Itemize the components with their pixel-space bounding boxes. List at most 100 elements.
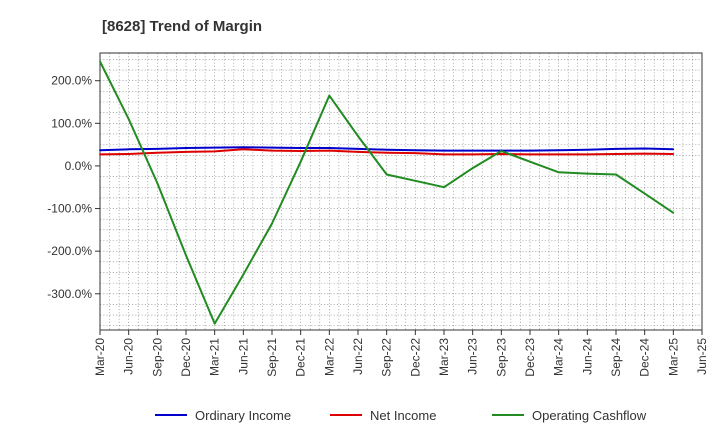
data-point-ordinary-income	[213, 146, 216, 149]
data-point-ordinary-income	[615, 148, 617, 150]
data-point-net-income	[328, 149, 331, 152]
series-lines	[99, 60, 675, 325]
data-point-ordinary-income	[185, 147, 187, 149]
data-point-operating-cashflow	[357, 135, 359, 138]
legend-label-net-income: Net Income	[370, 408, 436, 423]
x-tick-label: Jun-24	[580, 338, 594, 375]
data-point-ordinary-income	[529, 149, 531, 152]
x-tick-label: Mar-25	[666, 338, 680, 376]
data-point-ordinary-income	[357, 148, 359, 150]
data-point-ordinary-income	[414, 149, 417, 152]
data-point-net-income	[672, 153, 675, 155]
data-point-operating-cashflow	[443, 186, 445, 189]
x-tick-label: Dec-22	[408, 338, 422, 377]
legend: Ordinary Income Net Income Operating Cashf…	[155, 408, 647, 423]
data-point-net-income	[99, 153, 101, 156]
y-tick-label: 100.0%	[51, 116, 92, 130]
legend-label-ordinary-income: Ordinary Income	[195, 408, 291, 423]
x-tick-label: Mar-20	[93, 338, 107, 376]
data-point-operating-cashflow	[672, 211, 675, 214]
data-point-net-income	[242, 148, 245, 151]
data-point-ordinary-income	[443, 149, 445, 152]
x-tick-label: Sep-20	[150, 338, 164, 377]
data-point-net-income	[357, 151, 359, 153]
data-point-operating-cashflow	[156, 182, 159, 184]
x-tick-label: Dec-24	[638, 338, 652, 377]
y-tick-label: 0.0%	[65, 159, 93, 173]
data-point-net-income	[500, 153, 503, 155]
data-point-operating-cashflow	[471, 167, 474, 170]
data-point-operating-cashflow	[299, 160, 302, 163]
data-point-ordinary-income	[385, 148, 388, 151]
data-point-operating-cashflow	[185, 254, 187, 257]
chart-title: [8628] Trend of Margin	[102, 18, 262, 35]
data-point-operating-cashflow	[328, 94, 331, 97]
data-point-ordinary-income	[156, 148, 159, 150]
data-point-operating-cashflow	[529, 160, 531, 163]
data-point-net-income	[529, 153, 531, 156]
data-point-ordinary-income	[299, 147, 302, 149]
y-tick-label: -100.0%	[47, 202, 92, 216]
data-point-ordinary-income	[557, 149, 560, 152]
x-tick-label: Dec-23	[523, 338, 537, 377]
x-tick-label: Sep-23	[494, 338, 508, 377]
data-point-operating-cashflow	[586, 172, 589, 175]
x-tick-label: Mar-21	[208, 338, 222, 376]
data-point-net-income	[643, 152, 646, 155]
data-point-ordinary-income	[99, 149, 101, 152]
x-tick-label: Jun-22	[351, 338, 365, 375]
data-point-operating-cashflow	[414, 179, 417, 182]
x-tick-label: Jun-21	[236, 338, 250, 375]
data-point-ordinary-income	[242, 146, 245, 149]
data-point-net-income	[299, 150, 302, 152]
data-point-ordinary-income	[586, 148, 589, 151]
x-tick-label: Jun-25	[695, 338, 709, 375]
data-point-operating-cashflow	[557, 171, 560, 174]
data-point-net-income	[414, 152, 417, 155]
data-point-net-income	[385, 151, 388, 154]
x-tick-label: Dec-21	[294, 338, 308, 377]
data-point-ordinary-income	[672, 148, 675, 151]
data-point-operating-cashflow	[213, 322, 216, 325]
x-tick-label: Dec-20	[179, 338, 193, 377]
x-tick-label: Sep-24	[609, 338, 623, 377]
data-point-operating-cashflow	[615, 173, 617, 176]
data-point-operating-cashflow	[643, 192, 646, 195]
data-point-net-income	[586, 153, 589, 156]
y-tick-label: 200.0%	[51, 74, 92, 88]
plot-area	[100, 53, 702, 330]
data-point-net-income	[156, 151, 159, 154]
data-point-net-income	[557, 153, 560, 156]
x-tick-label: Jun-23	[466, 338, 480, 375]
data-point-ordinary-income	[127, 148, 130, 151]
x-tick-label: Mar-23	[437, 338, 451, 376]
x-tick-label: Jun-20	[122, 338, 136, 375]
x-tick-label: Sep-21	[265, 338, 279, 377]
data-point-operating-cashflow	[242, 273, 245, 276]
x-tick-label: Mar-24	[552, 338, 566, 376]
x-axis: Mar-20 Jun-20 Sep-20 Dec-20 Mar-21 Jun-21 Sep-…	[93, 330, 709, 377]
plot-frame	[99, 52, 703, 331]
data-point-ordinary-income	[471, 149, 474, 152]
grid-lines	[100, 53, 702, 330]
data-point-ordinary-income	[328, 147, 331, 149]
data-point-operating-cashflow	[127, 118, 130, 120]
data-point-operating-cashflow	[271, 222, 273, 225]
data-point-net-income	[471, 153, 474, 156]
data-point-ordinary-income	[643, 147, 646, 150]
y-axis: 200.0% 100.0% 0.0% -100.0% -200.0% -300.0%	[47, 74, 100, 301]
data-point-operating-cashflow	[385, 173, 388, 176]
x-tick-label: Mar-22	[322, 338, 336, 376]
data-point-net-income	[185, 151, 187, 153]
data-point-net-income	[615, 153, 617, 155]
data-point-net-income	[127, 153, 130, 155]
legend-label-operating-cashflow: Operating Cashflow	[532, 408, 647, 423]
y-tick-label: -300.0%	[47, 287, 92, 301]
y-tick-label: -200.0%	[47, 244, 92, 258]
data-point-net-income	[271, 149, 273, 152]
x-tick-label: Sep-22	[380, 338, 394, 377]
data-point-net-income	[443, 153, 445, 156]
data-point-operating-cashflow	[500, 150, 503, 152]
data-point-operating-cashflow	[99, 60, 101, 63]
